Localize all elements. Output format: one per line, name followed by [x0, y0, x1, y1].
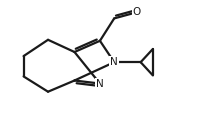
Text: N: N: [96, 79, 104, 89]
Text: N: N: [110, 57, 118, 67]
Text: O: O: [132, 7, 141, 17]
